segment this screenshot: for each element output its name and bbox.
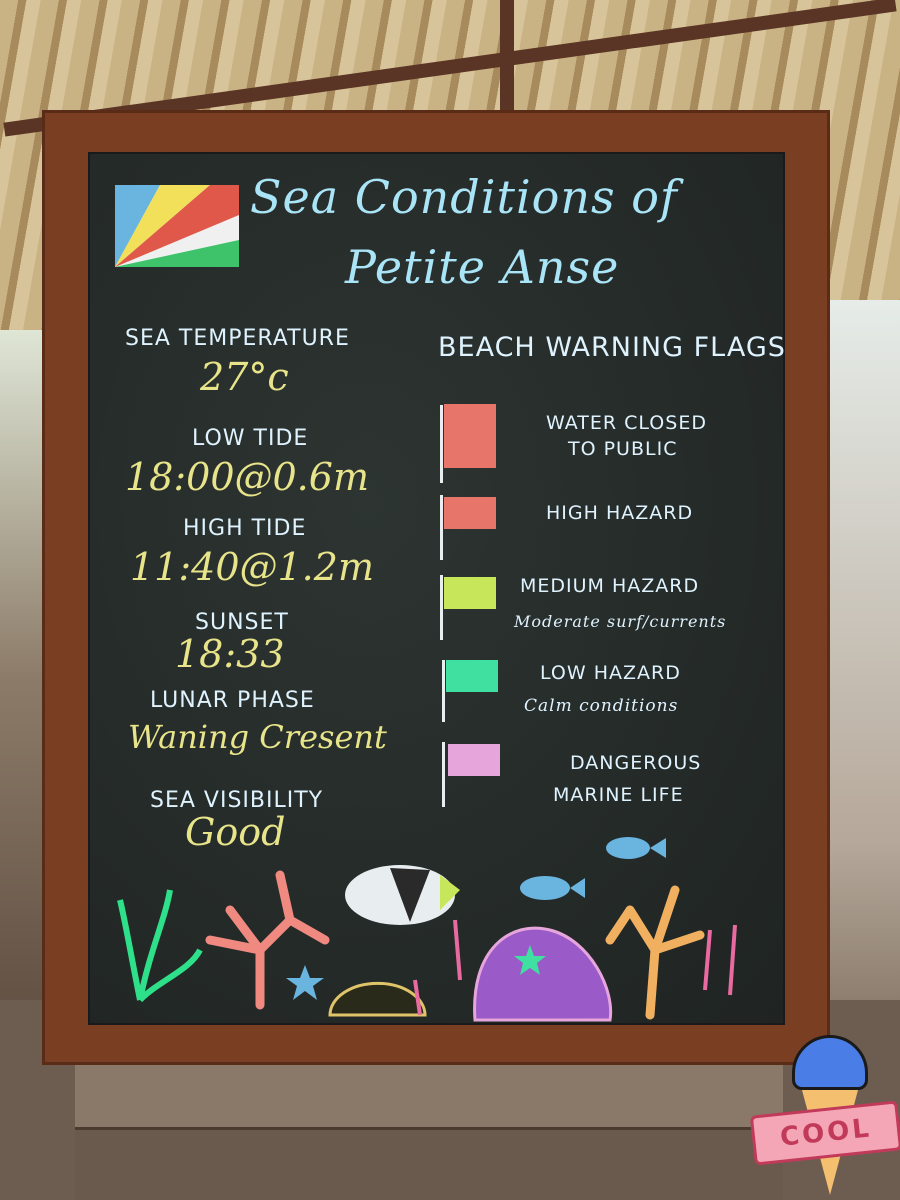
flag-pole (442, 660, 445, 722)
sea-visibility-value: Good (185, 810, 286, 854)
purple-coral-icon (473, 926, 613, 1022)
high-tide-value: 11:40@1.2m (130, 545, 374, 589)
seaweed-icon (117, 889, 203, 1003)
board-title-line1: Sea Conditions of (250, 170, 678, 224)
lunar-phase-label: LUNAR PHASE (150, 688, 315, 713)
green-flag-icon (446, 660, 498, 692)
sea-life-drawing (117, 837, 737, 1022)
flag-pole (440, 575, 443, 640)
flag-pole (440, 495, 443, 560)
brain-coral-icon (328, 981, 427, 1017)
flag-label: MEDIUM HAZARD (520, 575, 700, 597)
flag-label: HIGH HAZARD (546, 502, 694, 524)
ice-cream-icon (792, 1035, 868, 1090)
purple-flag-icon (448, 744, 500, 776)
roof-beam (500, 0, 514, 110)
sea-visibility-label: SEA VISIBILITY (150, 788, 324, 813)
flag-sublabel: Calm conditions (524, 696, 679, 716)
seychelles-flag-icon (115, 185, 239, 267)
flag-label: DANGEROUS (570, 752, 702, 774)
fish-icon (520, 876, 570, 900)
high-tide-label: HIGH TIDE (183, 516, 307, 541)
coral-icon (205, 870, 330, 1010)
starfish-icon (514, 945, 546, 975)
flag-label: WATER CLOSED (546, 412, 707, 434)
board-title-line2: Petite Anse (345, 240, 620, 294)
sea-fern-icon (413, 919, 737, 1016)
flag-sublabel: Moderate surf/currents (514, 612, 727, 631)
yellow-flag-icon (444, 577, 496, 609)
red-flag-icon (444, 436, 496, 468)
flag-sublabel: TO PUBLIC (568, 438, 678, 460)
lunar-phase-value: Waning Cresent (128, 718, 387, 756)
starfish-icon (286, 965, 324, 1000)
flag-sublabel: MARINE LIFE (553, 784, 684, 806)
red-flag-icon (444, 497, 496, 529)
sea-temperature-label: SEA TEMPERATURE (125, 326, 350, 351)
flag-label: LOW HAZARD (540, 662, 681, 684)
coral-icon (605, 885, 705, 1020)
flag-pole (442, 742, 445, 807)
sunset-label: SUNSET (195, 610, 289, 635)
fish-icon (606, 837, 650, 859)
low-tide-label: LOW TIDE (192, 426, 309, 451)
sea-temperature-value: 27°c (200, 355, 289, 399)
flag-pole (440, 405, 443, 483)
flags-heading: BEACH WARNING FLAGS (438, 332, 786, 363)
red-flag-icon (444, 404, 496, 436)
stand-shelf (75, 1060, 783, 1130)
low-tide-value: 18:00@0.6m (125, 455, 369, 499)
sunset-value: 18:33 (175, 632, 285, 676)
